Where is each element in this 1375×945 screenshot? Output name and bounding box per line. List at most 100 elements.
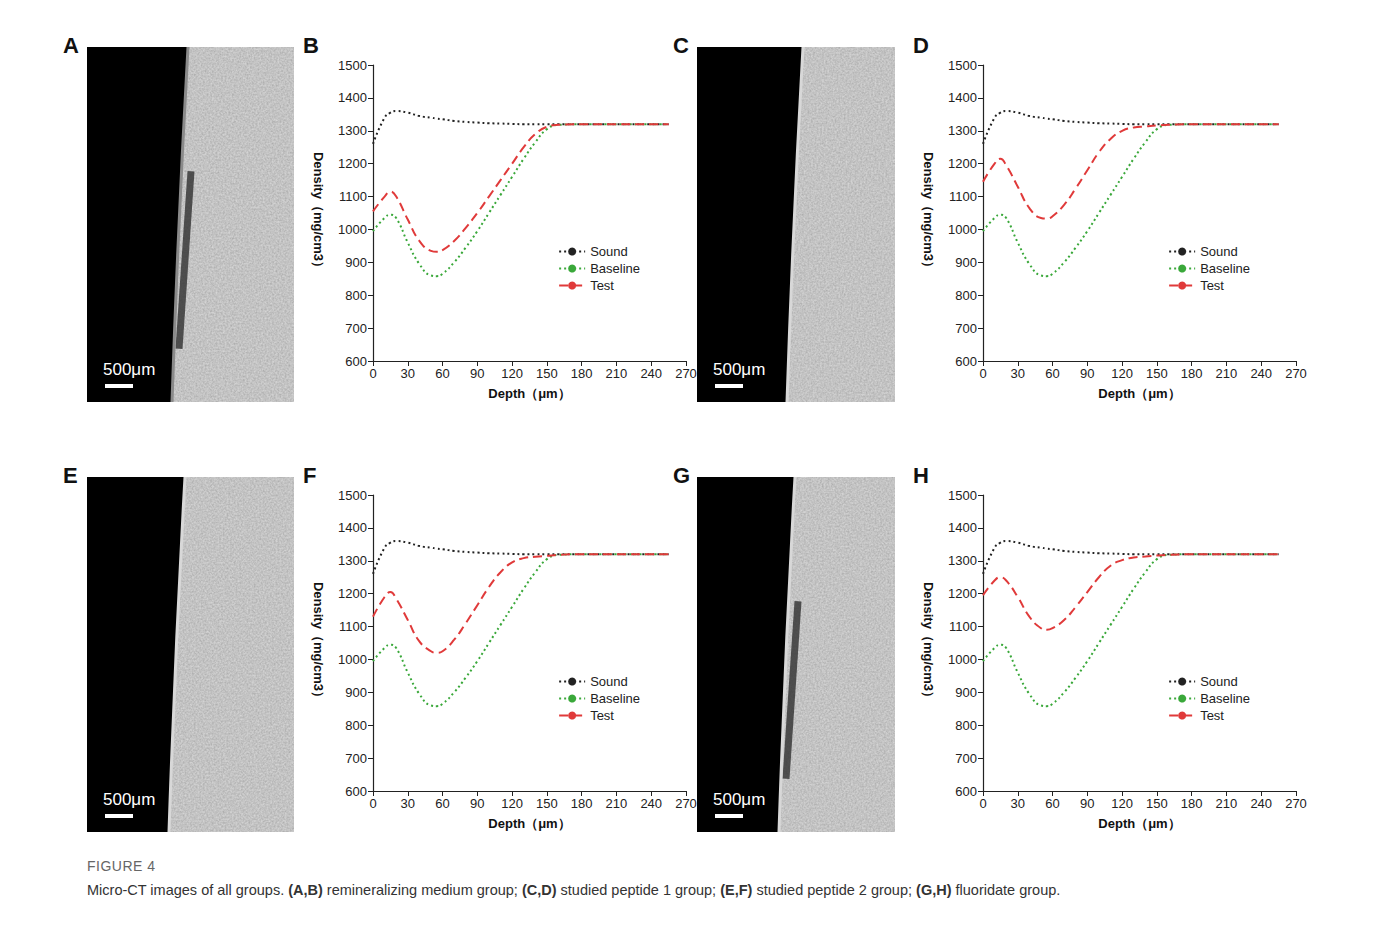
svg-text:800: 800 <box>955 288 977 303</box>
svg-text:Density（mg/cm3）: Density（mg/cm3） <box>921 582 936 704</box>
svg-text:1100: 1100 <box>949 189 977 204</box>
svg-text:Baseline: Baseline <box>590 691 640 706</box>
svg-text:180: 180 <box>1181 796 1203 811</box>
svg-text:Test: Test <box>1200 708 1224 723</box>
svg-text:150: 150 <box>1146 796 1168 811</box>
svg-text:60: 60 <box>1045 366 1059 381</box>
svg-text:180: 180 <box>1181 366 1203 381</box>
svg-text:1000: 1000 <box>948 222 977 237</box>
svg-text:600: 600 <box>345 354 367 369</box>
svg-text:1500: 1500 <box>338 488 367 503</box>
svg-text:700: 700 <box>345 751 367 766</box>
svg-text:1300: 1300 <box>948 123 977 138</box>
svg-text:Sound: Sound <box>1200 674 1238 689</box>
svg-text:90: 90 <box>470 796 484 811</box>
svg-text:500μm: 500μm <box>713 360 765 379</box>
svg-text:1100: 1100 <box>339 619 367 634</box>
svg-text:0: 0 <box>979 796 986 811</box>
svg-text:500μm: 500μm <box>103 360 155 379</box>
svg-text:0: 0 <box>979 366 986 381</box>
svg-text:1500: 1500 <box>948 58 977 73</box>
svg-text:Sound: Sound <box>1200 244 1238 259</box>
svg-text:1400: 1400 <box>948 520 977 535</box>
svg-text:120: 120 <box>501 366 523 381</box>
svg-text:Baseline: Baseline <box>590 261 640 276</box>
svg-text:180: 180 <box>571 796 593 811</box>
svg-text:1500: 1500 <box>338 58 367 73</box>
svg-text:Sound: Sound <box>590 244 628 259</box>
svg-text:1400: 1400 <box>338 520 367 535</box>
svg-text:500μm: 500μm <box>103 790 155 809</box>
svg-text:150: 150 <box>1146 366 1168 381</box>
svg-text:30: 30 <box>1011 366 1025 381</box>
svg-text:Density（mg/cm3）: Density（mg/cm3） <box>921 152 936 274</box>
svg-text:Depth（μm）: Depth（μm） <box>1098 816 1180 831</box>
svg-text:240: 240 <box>1250 796 1272 811</box>
svg-text:900: 900 <box>955 255 977 270</box>
svg-text:Baseline: Baseline <box>1200 691 1250 706</box>
svg-text:Depth（μm）: Depth（μm） <box>488 386 570 401</box>
svg-text:120: 120 <box>1111 366 1133 381</box>
svg-text:30: 30 <box>401 796 415 811</box>
svg-text:600: 600 <box>955 784 977 799</box>
svg-text:900: 900 <box>955 685 977 700</box>
svg-text:Depth（μm）: Depth（μm） <box>1098 386 1180 401</box>
svg-text:240: 240 <box>640 796 662 811</box>
svg-text:Test: Test <box>590 708 614 723</box>
svg-text:210: 210 <box>606 366 628 381</box>
svg-text:120: 120 <box>1111 796 1133 811</box>
svg-text:240: 240 <box>640 366 662 381</box>
svg-text:Density（mg/cm3）: Density（mg/cm3） <box>311 152 326 274</box>
svg-text:Density（mg/cm3）: Density（mg/cm3） <box>311 582 326 704</box>
svg-text:700: 700 <box>955 751 977 766</box>
svg-text:600: 600 <box>955 354 977 369</box>
svg-text:30: 30 <box>1011 796 1025 811</box>
svg-text:800: 800 <box>955 718 977 733</box>
svg-text:700: 700 <box>345 321 367 336</box>
svg-text:900: 900 <box>345 255 367 270</box>
svg-text:900: 900 <box>345 685 367 700</box>
svg-text:800: 800 <box>345 288 367 303</box>
svg-text:1400: 1400 <box>338 90 367 105</box>
svg-text:1200: 1200 <box>338 156 367 171</box>
svg-text:Test: Test <box>590 278 614 293</box>
svg-text:120: 120 <box>501 796 523 811</box>
svg-text:1000: 1000 <box>338 222 367 237</box>
svg-text:1100: 1100 <box>339 189 367 204</box>
svg-text:1100: 1100 <box>949 619 977 634</box>
svg-text:500μm: 500μm <box>713 790 765 809</box>
svg-text:1300: 1300 <box>948 553 977 568</box>
svg-text:270: 270 <box>675 796 697 811</box>
svg-text:Baseline: Baseline <box>1200 261 1250 276</box>
svg-text:Sound: Sound <box>590 674 628 689</box>
svg-text:1200: 1200 <box>948 156 977 171</box>
svg-text:1000: 1000 <box>338 652 367 667</box>
svg-text:1500: 1500 <box>948 488 977 503</box>
svg-text:700: 700 <box>955 321 977 336</box>
svg-text:210: 210 <box>1216 366 1238 381</box>
svg-text:210: 210 <box>1216 796 1238 811</box>
svg-text:1300: 1300 <box>338 553 367 568</box>
svg-text:1300: 1300 <box>338 123 367 138</box>
svg-text:0: 0 <box>369 796 376 811</box>
svg-text:1400: 1400 <box>948 90 977 105</box>
svg-text:60: 60 <box>1045 796 1059 811</box>
svg-text:210: 210 <box>606 796 628 811</box>
svg-text:90: 90 <box>470 366 484 381</box>
svg-text:90: 90 <box>1080 366 1094 381</box>
svg-text:240: 240 <box>1250 366 1272 381</box>
svg-text:1000: 1000 <box>948 652 977 667</box>
svg-text:60: 60 <box>435 796 449 811</box>
svg-text:Test: Test <box>1200 278 1224 293</box>
svg-text:270: 270 <box>1285 366 1307 381</box>
svg-text:Depth（μm）: Depth（μm） <box>488 816 570 831</box>
svg-text:60: 60 <box>435 366 449 381</box>
svg-text:270: 270 <box>675 366 697 381</box>
svg-text:1200: 1200 <box>948 586 977 601</box>
svg-text:600: 600 <box>345 784 367 799</box>
svg-text:0: 0 <box>369 366 376 381</box>
svg-text:800: 800 <box>345 718 367 733</box>
svg-text:150: 150 <box>536 366 558 381</box>
svg-text:90: 90 <box>1080 796 1094 811</box>
svg-text:180: 180 <box>571 366 593 381</box>
